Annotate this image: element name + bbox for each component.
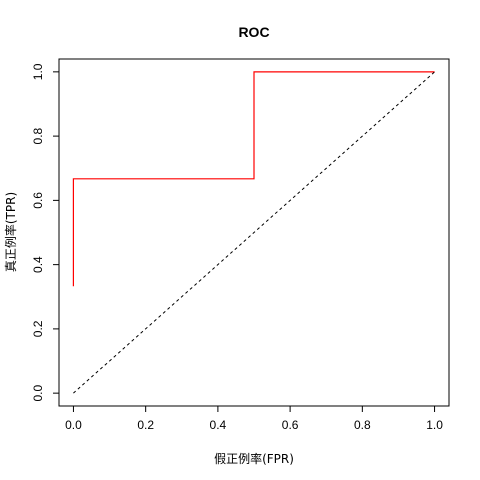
series-layer	[72, 71, 435, 394]
x-axis: 0.0 0.2 0.4 0.6 0.8 1.0	[65, 406, 443, 432]
y-tick-label: 0.2	[31, 320, 45, 337]
x-tick-label: 0.2	[137, 418, 154, 432]
y-tick-label: 0.4	[31, 256, 45, 273]
x-tick-label: 0.8	[354, 418, 371, 432]
x-axis-label: 假正例率(FPR)	[214, 451, 294, 466]
x-tick-label: 0.6	[282, 418, 299, 432]
chart-title: ROC	[238, 24, 269, 40]
x-tick-label: 0.4	[210, 418, 227, 432]
y-tick-label: 1.0	[31, 63, 45, 80]
y-axis-label: 真正例率(TPR)	[3, 192, 18, 272]
x-tick-label: 1.0	[426, 418, 443, 432]
plot-frame	[58, 58, 450, 407]
x-tick-label: 0.0	[65, 418, 82, 432]
y-tick-label: 0.6	[31, 192, 45, 209]
diagonal-reference-line	[73, 71, 435, 394]
y-tick-label: 0.8	[31, 127, 45, 144]
y-tick-label: 0.0	[31, 384, 45, 401]
y-axis: 0.0 0.2 0.4 0.6 0.8 1.0	[31, 63, 59, 401]
roc-curve-line	[72, 71, 435, 287]
